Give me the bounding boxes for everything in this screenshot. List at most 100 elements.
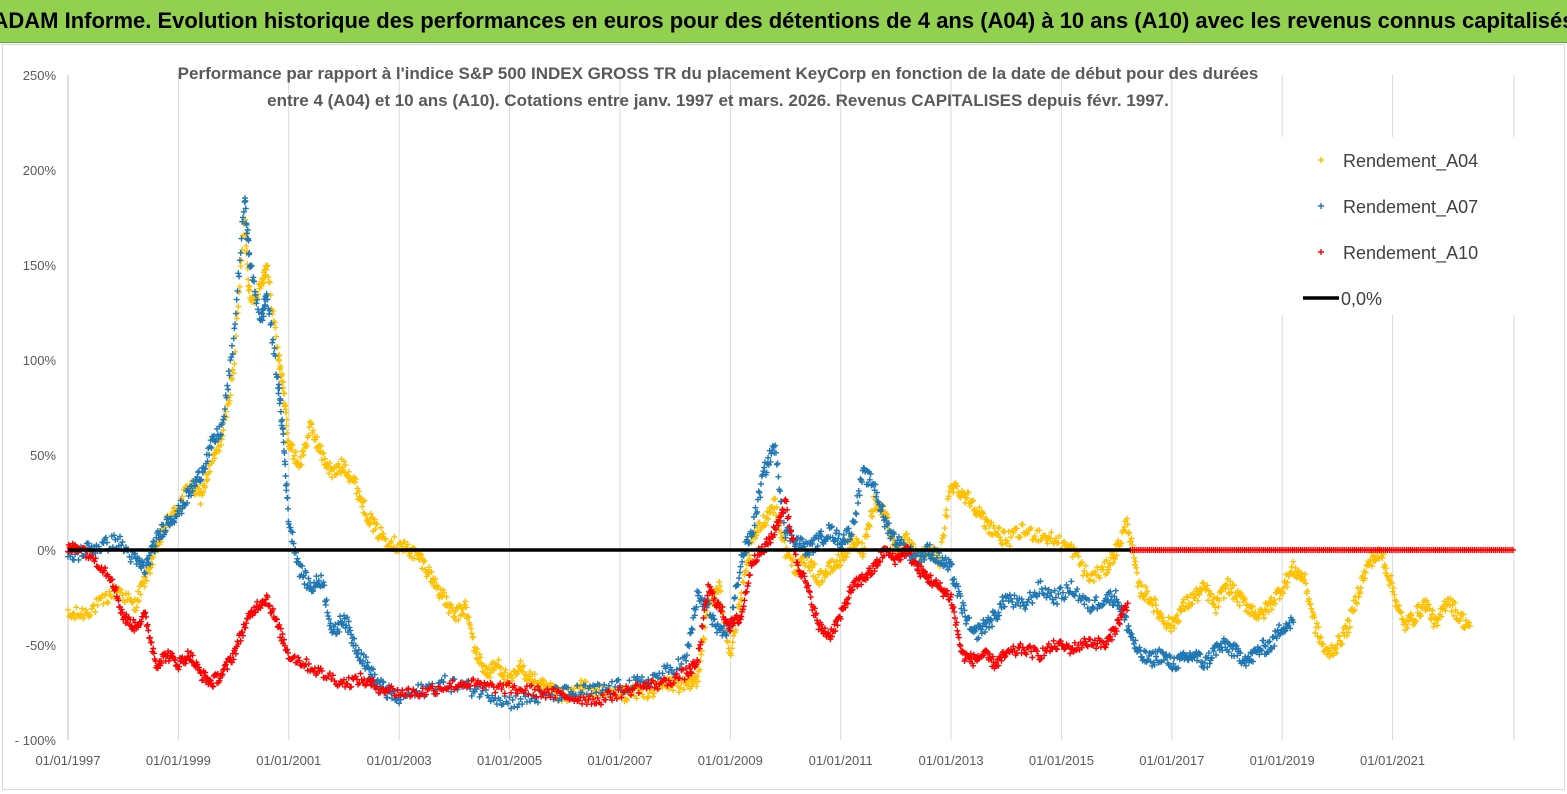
data-point-a07 (127, 558, 134, 565)
data-point-a07 (982, 629, 988, 635)
data-point-a04 (1031, 533, 1038, 540)
data-point-a04 (837, 562, 844, 569)
x-tick-label: 01/01/2013 (919, 753, 984, 768)
data-point-a04 (216, 447, 223, 454)
data-point-a07 (142, 571, 149, 578)
data-point-a04 (314, 433, 321, 440)
data-point-a07 (332, 621, 339, 628)
data-point-a07 (199, 469, 206, 476)
data-point-a07 (489, 692, 496, 699)
data-point-a07 (189, 487, 196, 494)
data-point-a04 (226, 397, 233, 404)
data-point-a07 (782, 534, 789, 541)
data-point-a04 (1078, 559, 1085, 566)
data-point-a04 (1126, 529, 1133, 536)
data-point-a04 (416, 556, 423, 563)
data-point-a07 (225, 386, 232, 393)
data-point-a04 (717, 588, 724, 595)
data-point-a07 (244, 227, 251, 233)
y-tick-label: -50% (26, 638, 57, 653)
x-tick-label: 01/01/2017 (1139, 753, 1204, 768)
data-point-a04 (941, 525, 948, 532)
data-point-a04 (728, 645, 735, 652)
data-point-a07 (815, 535, 822, 542)
data-point-a04 (1157, 610, 1164, 616)
data-point-a07 (251, 278, 258, 285)
data-point-a04 (1047, 535, 1053, 542)
data-point-a04 (451, 613, 458, 620)
data-point-a04 (150, 554, 157, 560)
data-point-a04 (696, 666, 703, 673)
data-point-a07 (212, 439, 219, 445)
y-tick-label: 50% (30, 448, 56, 463)
data-point-a04 (329, 474, 336, 481)
data-point-a07 (806, 551, 813, 558)
data-point-a07 (517, 696, 524, 702)
data-point-a04 (246, 286, 253, 293)
data-point-a07 (882, 515, 889, 522)
data-point-a07 (287, 524, 294, 531)
data-point-a04 (1112, 555, 1118, 562)
data-point-a07 (1051, 587, 1058, 594)
data-point-a07 (157, 528, 164, 535)
data-point-a07 (839, 541, 846, 548)
data-point-a04 (976, 504, 983, 511)
data-point-a07 (765, 454, 772, 461)
data-point-a07 (713, 629, 720, 636)
data-point-a07 (957, 593, 964, 600)
data-point-a04 (318, 443, 325, 450)
data-point-a04 (824, 571, 831, 578)
data-point-a04 (805, 563, 812, 570)
data-point-a04 (1019, 521, 1026, 528)
data-point-a07 (855, 487, 862, 494)
data-point-a04 (1369, 563, 1376, 570)
x-tick-label: 01/01/2005 (477, 753, 542, 768)
data-point-a04 (1013, 525, 1020, 532)
data-point-a07 (961, 607, 968, 614)
data-point-a07 (1054, 601, 1061, 608)
data-point-a07 (929, 552, 936, 559)
data-point-a07 (504, 700, 511, 707)
data-point-a07 (242, 205, 249, 212)
data-point-a04 (1291, 570, 1297, 576)
data-point-a04 (305, 432, 312, 439)
data-point-a07 (285, 505, 291, 512)
data-point-a07 (359, 658, 366, 664)
data-point-a07 (1060, 589, 1066, 596)
data-point-a04 (1136, 578, 1143, 585)
data-point-a04 (822, 567, 829, 574)
data-point-a07 (828, 524, 835, 531)
data-point-a04 (1307, 601, 1314, 608)
data-point-a04 (371, 516, 378, 523)
data-point-a07 (102, 534, 109, 541)
data-point-a07 (885, 520, 892, 527)
data-point-a04 (463, 604, 470, 611)
data-point-a04 (465, 614, 472, 621)
data-point-a04 (352, 476, 359, 483)
data-point-a07 (262, 302, 269, 308)
data-point-a04 (318, 456, 325, 463)
data-point-a07 (1055, 590, 1062, 597)
data-point-a04 (1044, 540, 1051, 547)
data-point-a04 (467, 625, 474, 632)
x-tick-label: 01/01/1999 (146, 753, 211, 768)
data-point-a07 (238, 235, 245, 242)
data-point-a07 (1062, 594, 1069, 601)
data-point-a04 (1103, 557, 1110, 564)
data-point-a04 (1220, 595, 1227, 602)
data-point-a04 (1144, 588, 1151, 595)
data-point-a07 (160, 521, 167, 528)
data-point-a04 (460, 605, 466, 612)
data-point-a07 (1029, 600, 1036, 606)
data-point-a04 (1198, 587, 1204, 594)
data-point-a04 (482, 669, 489, 676)
data-point-a04 (1397, 608, 1404, 615)
x-tick-label: 01/01/2003 (367, 753, 432, 768)
data-point-a07 (371, 671, 378, 678)
data-point-a04 (237, 263, 244, 270)
data-point-a07 (259, 317, 266, 324)
data-point-a07 (396, 700, 403, 707)
data-point-a07 (325, 613, 332, 620)
data-point-a04 (736, 605, 743, 612)
x-tick-label: 01/01/2001 (256, 753, 321, 768)
